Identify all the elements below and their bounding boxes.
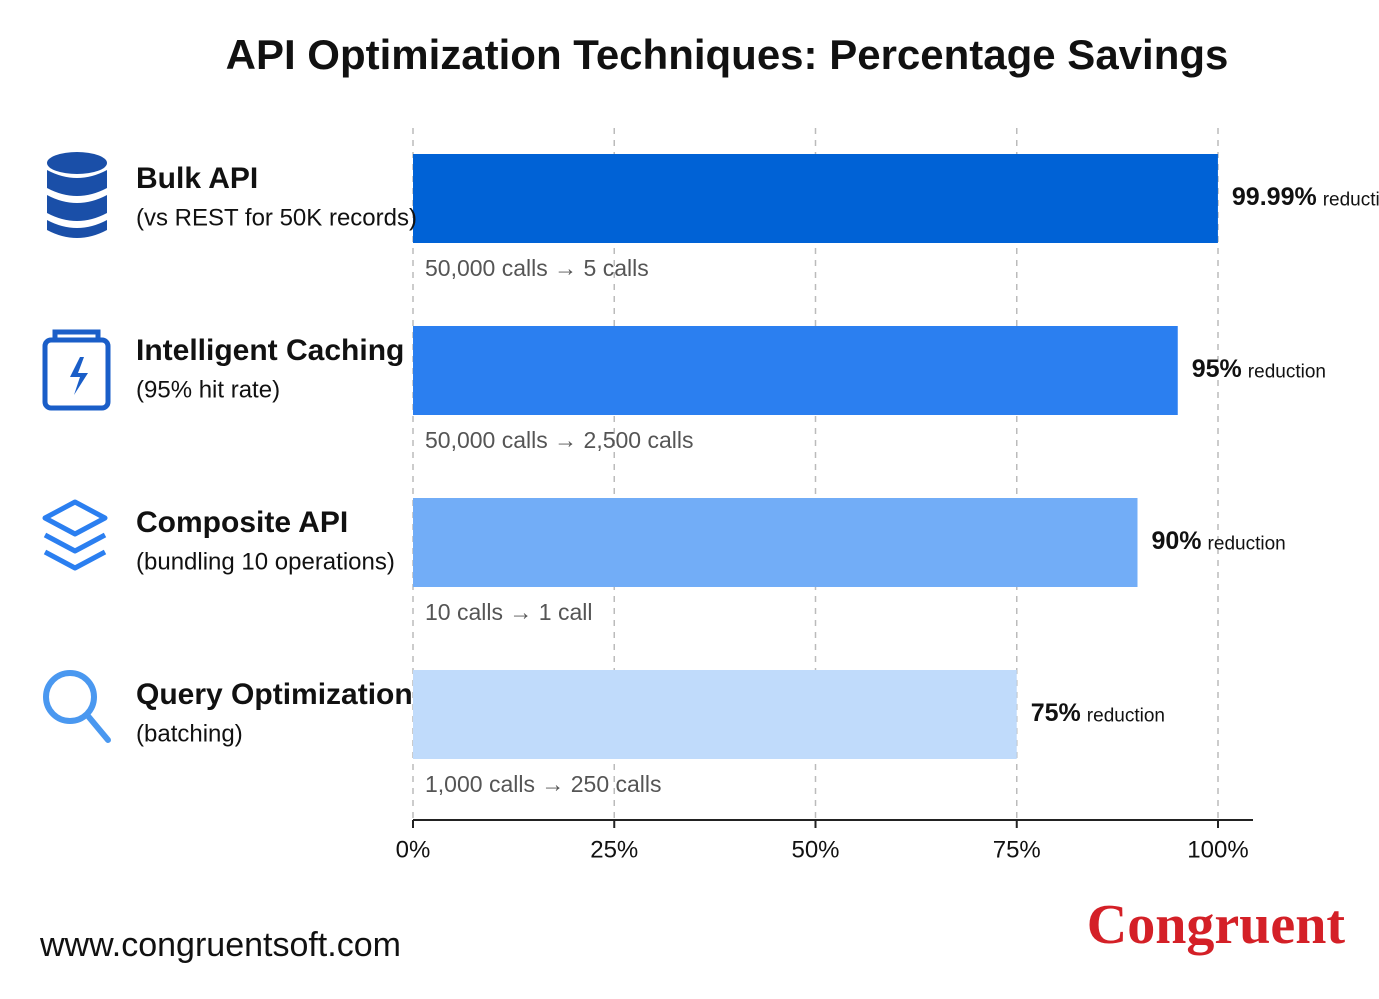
icon-search [43,670,111,743]
bar [413,670,1017,759]
bar-note: 50,000 calls → 5 calls [425,255,649,281]
x-tick-label: 50% [791,836,839,863]
category-subtitle: (bundling 10 operations) [136,548,395,575]
category-subtitle: (vs REST for 50K records) [136,204,417,231]
icon-layers [42,499,108,571]
bar-note: 10 calls → 1 call [425,599,592,625]
x-tick-label: 0% [396,836,431,863]
value-label-suffix: reduction [1248,362,1326,383]
bar [413,154,1218,243]
value-label: 95% [1192,355,1242,383]
x-tick-label: 75% [993,836,1041,863]
value-label: 75% [1031,699,1081,727]
value-label: 99.99% [1232,183,1317,211]
bar-note: 1,000 calls → 250 calls [425,771,662,797]
value-label: 90% [1152,527,1202,555]
x-tick-label: 25% [590,836,638,863]
website: www.congruentsoft.com [39,926,401,964]
category-label: Intelligent Caching [136,334,404,367]
icon-cache [42,329,111,411]
category-subtitle: (batching) [136,720,243,747]
bar-note: 50,000 calls → 2,500 calls [425,427,694,453]
x-tick-label: 100% [1187,836,1248,863]
value-label-suffix: reduction [1323,190,1379,211]
value-label-suffix: reduction [1208,534,1286,555]
category-label: Bulk API [136,162,258,195]
icon-database [47,152,107,238]
category-subtitle: (95% hit rate) [136,376,280,403]
category-label: Composite API [136,506,348,539]
logo: Congruent [1087,894,1346,956]
bar [413,326,1178,415]
bar [413,498,1138,587]
value-label-suffix: reduction [1087,706,1165,727]
chart-title: API Optimization Techniques: Percentage … [226,31,1229,78]
category-label: Query Optimization [136,678,413,711]
